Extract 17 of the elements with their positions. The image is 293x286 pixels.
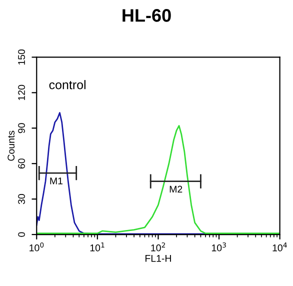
x-tick-label: 10$^{3}$ xyxy=(212,242,226,252)
y-tick-label: 150 xyxy=(18,49,25,65)
x-tick-label: 10$^{4}$ xyxy=(272,242,287,252)
x-tick-label: 10$^{0}$ xyxy=(30,242,44,252)
annotation: M1 xyxy=(50,178,62,184)
y-tick-label: 0 xyxy=(18,232,25,237)
y-tick-label: 90 xyxy=(18,123,25,134)
y-tick-label: 30 xyxy=(18,194,25,204)
y-tick-label: 120 xyxy=(18,84,25,100)
y-axis-title: Counts xyxy=(8,130,15,161)
x-axis-title: FL1-H xyxy=(146,255,171,262)
x-tick-label: 10$^{2}$ xyxy=(151,242,165,252)
y-tick-label: 60 xyxy=(18,158,25,169)
chart-title: HL-60 xyxy=(122,9,171,22)
x-tick-label: 10$^{1}$ xyxy=(90,242,104,252)
annotation: control xyxy=(49,80,86,90)
annotation: M2 xyxy=(170,186,182,193)
